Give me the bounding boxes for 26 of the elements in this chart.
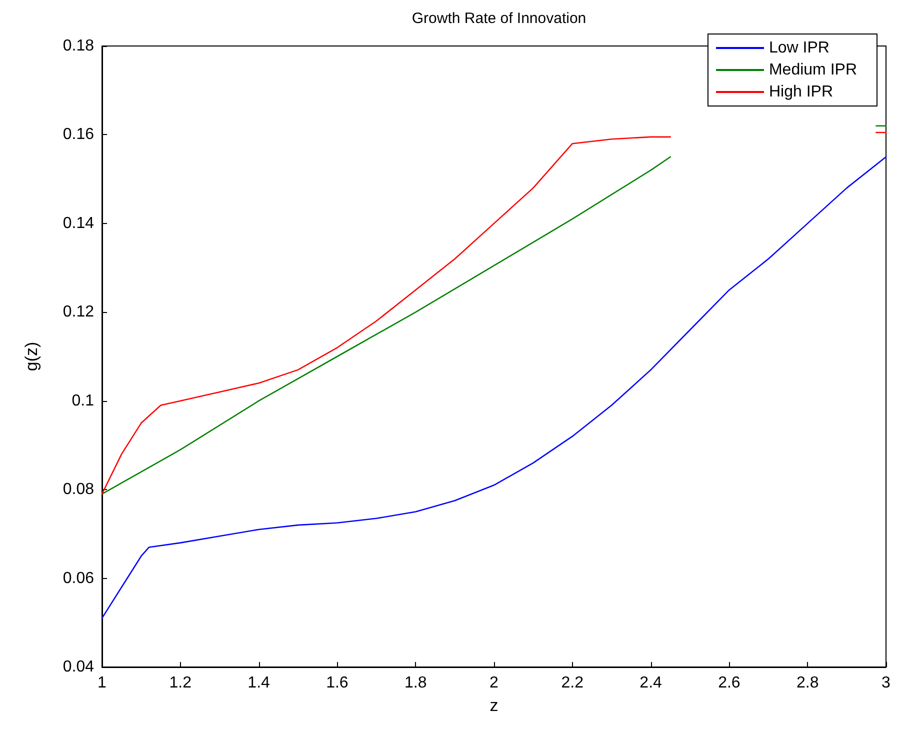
y-tick-label: 0.18 [62, 38, 94, 54]
x-tick-label: 2.2 [561, 674, 584, 692]
legend-label: High IPR [768, 84, 834, 100]
x-tick-label: 1 [98, 674, 107, 692]
y-tick-label: 0.16 [62, 126, 94, 144]
y-tick-label: 0.1 [72, 392, 94, 410]
x-tick-label: 1.4 [248, 674, 270, 692]
line-series [101, 156, 887, 619]
y-tick-label: 0.06 [62, 570, 94, 587]
x-tick-label: 1.2 [169, 674, 192, 692]
y-tick-label: 0.14 [62, 214, 94, 232]
x-tick-label: 2.6 [718, 674, 740, 692]
chart-title: Growth Rate of Innovation [412, 10, 586, 27]
legend-label: Low IPR [768, 40, 830, 56]
x-tick-label: 1.8 [404, 674, 427, 692]
y-tick-label: 0.12 [62, 304, 94, 321]
x-tick-label: 1.6 [326, 674, 348, 692]
y-axis-title: g(z) [22, 342, 41, 372]
legend-label: Medium IPR [768, 62, 858, 78]
x-axis-title: z [490, 696, 498, 715]
x-tick-label: 2.4 [640, 674, 662, 692]
x-tick-label: 2 [490, 674, 499, 692]
y-tick-label: 0.08 [62, 481, 94, 498]
x-tick-label: 2.8 [796, 674, 819, 692]
x-tick-label: 3 [882, 674, 891, 692]
y-tick-label: 0.04 [62, 658, 94, 676]
